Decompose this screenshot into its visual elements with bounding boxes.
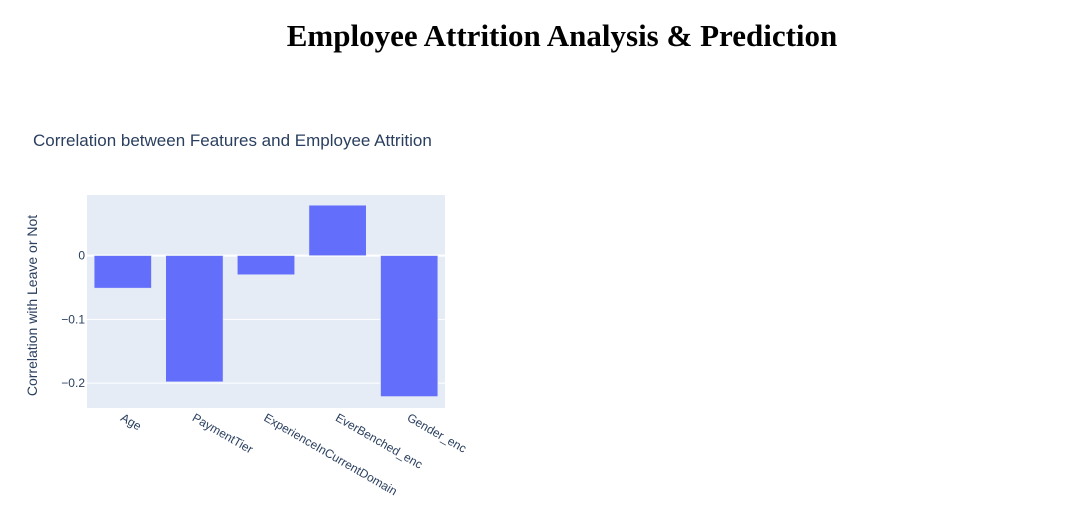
chart-svg: Correlation between Features and Employe… — [24, 131, 469, 498]
y-tick-label: −0.1 — [61, 312, 85, 326]
x-tick-label: PaymentTier — [190, 410, 256, 456]
attrition-correlation-chart: Correlation between Features and Employe… — [0, 100, 520, 524]
y-tick-label: −0.2 — [61, 376, 85, 390]
bar-age[interactable] — [93, 255, 152, 289]
bars — [93, 204, 439, 397]
x-tick-label: ExperienceInCurrentDomain — [262, 410, 400, 498]
y-axis-title: Correlation with Leave or Not — [24, 215, 40, 396]
x-tick-labels: Age PaymentTier ExperienceInCurrentDomainE… — [118, 410, 469, 498]
bar-gender-enc[interactable] — [380, 255, 439, 397]
y-tick-label: 0 — [78, 249, 85, 263]
page-title: Employee Attrition Analysis & Prediction — [286, 18, 838, 53]
x-tick-label: Gender_enc — [405, 410, 469, 455]
x-tick-label: Age — [118, 410, 144, 433]
y-tick-labels: 0 −0.1 −0.2 — [61, 249, 85, 391]
chart-title: Correlation between Features and Employe… — [33, 131, 432, 150]
bar-paymenttier[interactable] — [165, 255, 224, 383]
bar-experienceincurrentdomain[interactable] — [237, 255, 295, 275]
bar-everbenched-enc[interactable] — [308, 204, 367, 256]
